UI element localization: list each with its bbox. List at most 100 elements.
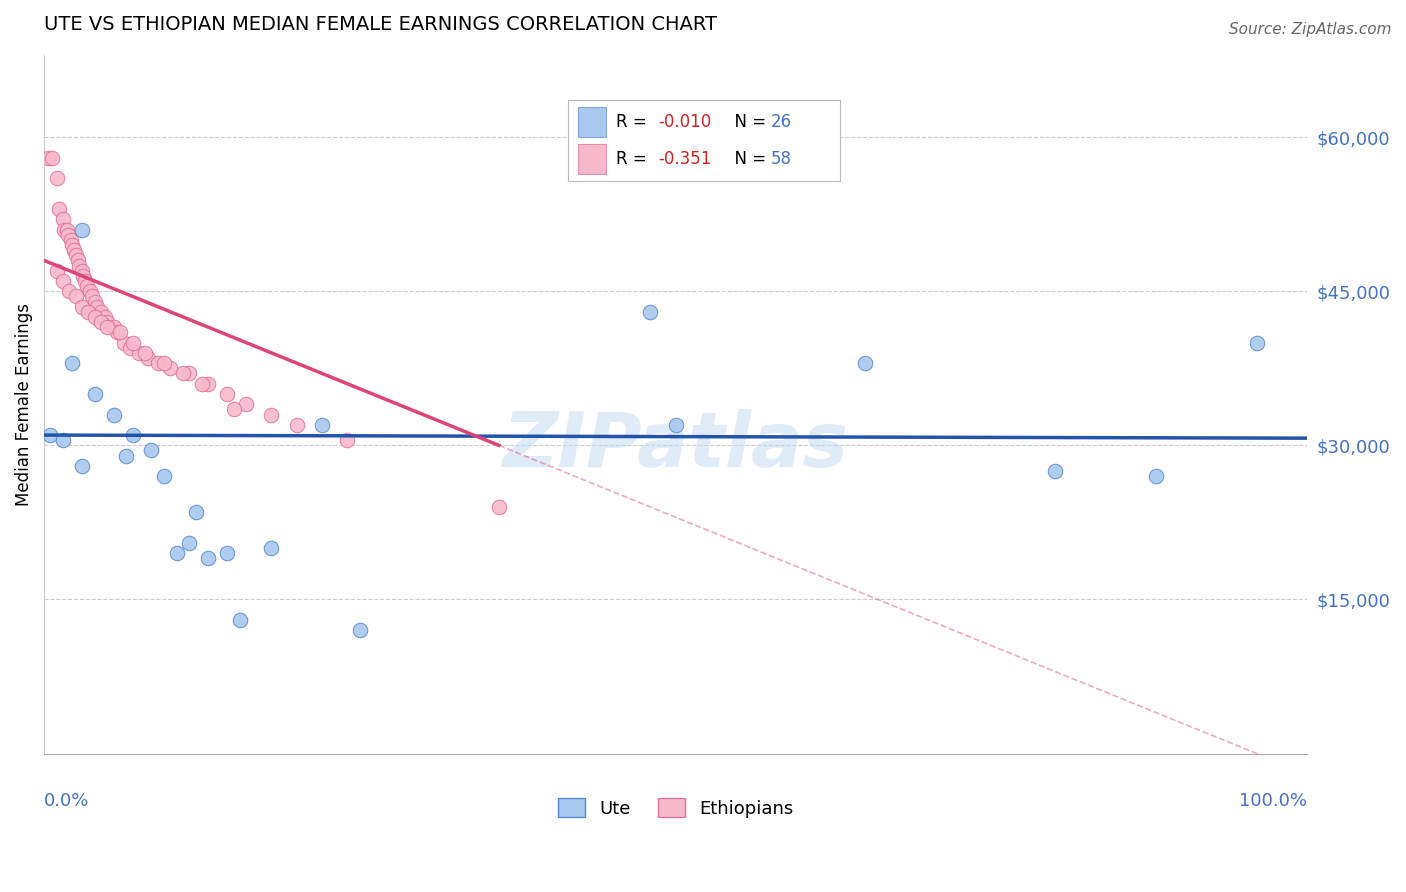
- Point: [260, 408, 283, 422]
- Point: [37, 151, 59, 165]
- Point: [72, 268, 94, 283]
- Point: [52, 274, 75, 288]
- Text: -0.010: -0.010: [658, 113, 711, 131]
- Point: [65, 248, 87, 262]
- Point: [52, 434, 75, 448]
- Point: [108, 326, 131, 340]
- Point: [1043, 464, 1066, 478]
- Bar: [578, 145, 606, 174]
- Point: [45, 171, 67, 186]
- Point: [112, 335, 135, 350]
- Point: [86, 300, 108, 314]
- Point: [146, 356, 169, 370]
- Point: [136, 351, 159, 365]
- Point: [349, 624, 371, 638]
- Point: [41, 151, 63, 165]
- Text: 26: 26: [770, 113, 792, 131]
- Point: [48, 202, 70, 216]
- Point: [103, 320, 125, 334]
- Point: [134, 346, 156, 360]
- Point: [128, 346, 150, 360]
- Text: N =: N =: [724, 113, 770, 131]
- Point: [159, 361, 181, 376]
- Point: [285, 417, 308, 432]
- Text: -0.351: -0.351: [658, 150, 711, 168]
- Point: [121, 335, 143, 350]
- Legend: Ute, Ethiopians: Ute, Ethiopians: [551, 791, 801, 825]
- Bar: [578, 107, 606, 136]
- Point: [77, 305, 100, 319]
- Point: [121, 428, 143, 442]
- Point: [59, 233, 82, 247]
- Point: [70, 263, 93, 277]
- Point: [235, 397, 257, 411]
- Point: [197, 376, 219, 391]
- Point: [1246, 335, 1268, 350]
- Point: [83, 310, 105, 324]
- Point: [488, 500, 510, 514]
- Point: [179, 536, 201, 550]
- Point: [184, 505, 207, 519]
- Text: 0.0%: 0.0%: [44, 792, 90, 810]
- Point: [141, 443, 163, 458]
- Y-axis label: Median Female Earnings: Median Female Earnings: [15, 302, 32, 506]
- Point: [82, 289, 104, 303]
- Point: [191, 376, 214, 391]
- Point: [52, 212, 75, 227]
- Point: [103, 408, 125, 422]
- Point: [70, 222, 93, 236]
- Point: [76, 279, 98, 293]
- Point: [153, 469, 176, 483]
- Point: [229, 613, 252, 627]
- Point: [45, 263, 67, 277]
- Point: [260, 541, 283, 555]
- Point: [336, 434, 359, 448]
- Bar: [568, 101, 839, 181]
- Point: [83, 387, 105, 401]
- Point: [90, 305, 112, 319]
- Text: R =: R =: [616, 150, 652, 168]
- Text: 100.0%: 100.0%: [1239, 792, 1308, 810]
- Point: [56, 222, 79, 236]
- Point: [96, 320, 118, 334]
- Point: [69, 259, 91, 273]
- Point: [115, 449, 138, 463]
- Point: [67, 253, 90, 268]
- Point: [96, 315, 118, 329]
- Point: [105, 326, 128, 340]
- Point: [197, 551, 219, 566]
- Text: ZIPatlas: ZIPatlas: [503, 409, 849, 483]
- Point: [73, 274, 96, 288]
- Point: [53, 222, 76, 236]
- Text: 58: 58: [770, 150, 792, 168]
- Point: [39, 428, 62, 442]
- Point: [60, 356, 83, 370]
- Point: [853, 356, 876, 370]
- Point: [217, 387, 239, 401]
- Point: [179, 367, 201, 381]
- Point: [70, 300, 93, 314]
- Point: [172, 367, 194, 381]
- Point: [118, 341, 141, 355]
- Point: [222, 402, 245, 417]
- Point: [58, 285, 80, 299]
- Point: [70, 458, 93, 473]
- Point: [1144, 469, 1167, 483]
- Point: [640, 305, 662, 319]
- Point: [90, 315, 112, 329]
- Point: [153, 356, 176, 370]
- Point: [63, 243, 86, 257]
- Point: [93, 310, 115, 324]
- Point: [65, 289, 87, 303]
- Point: [60, 238, 83, 252]
- Point: [166, 546, 188, 560]
- Text: N =: N =: [724, 150, 770, 168]
- Point: [56, 227, 79, 242]
- Point: [217, 546, 239, 560]
- Point: [83, 294, 105, 309]
- Text: UTE VS ETHIOPIAN MEDIAN FEMALE EARNINGS CORRELATION CHART: UTE VS ETHIOPIAN MEDIAN FEMALE EARNINGS …: [44, 15, 717, 34]
- Text: Source: ZipAtlas.com: Source: ZipAtlas.com: [1229, 22, 1392, 37]
- Point: [311, 417, 333, 432]
- Point: [665, 417, 688, 432]
- Point: [79, 285, 101, 299]
